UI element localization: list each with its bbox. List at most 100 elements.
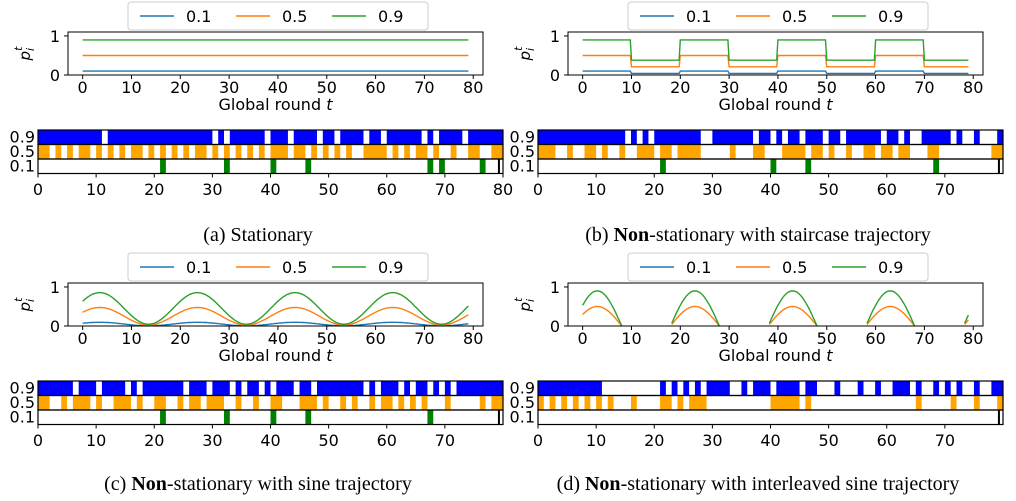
line-chart: 0 1 pit 0 10 20 30 40 50 60 70 80 Global round t	[512, 278, 984, 365]
activity-seg-0.9-10	[846, 130, 881, 145]
activity-row-label-0.1: 0.1	[510, 408, 535, 427]
activity-seg-0.9-9	[264, 381, 271, 396]
activity-seg-0.9-2	[642, 130, 649, 145]
activity-x-tick-label-60: 60	[377, 180, 397, 199]
activity-seg-0.5-2	[584, 144, 597, 159]
activity-seg-0.5-2	[67, 144, 73, 159]
activity-seg-0.9-12	[468, 130, 503, 145]
activity-seg-0.5-15	[235, 144, 242, 159]
activity-seg-0.9-17	[956, 381, 963, 396]
activity-seg-0.9-18	[973, 381, 980, 396]
x-tick-label-50: 50	[317, 329, 337, 348]
panel-d: 0.1 0.5 0.9 0 1 pit 0 10 20 30 40 50 60 70 80 Global ro…	[508, 251, 1008, 501]
x-tick-label-70: 70	[414, 78, 434, 97]
activity-seg-0.9-14	[956, 130, 963, 145]
activity-seg-0.9-6	[776, 130, 783, 145]
x-tick-label-20: 20	[170, 78, 190, 97]
y-tick-label-1: 1	[550, 27, 560, 46]
series-line-0.9	[582, 290, 970, 327]
activity-seg-0.5-18	[270, 144, 288, 159]
activity-seg-0.5-16	[351, 395, 358, 410]
activity-seg-0.9-3	[229, 130, 265, 145]
activity-seg-0.9-7	[235, 381, 242, 396]
activity-seg-0.9-8	[805, 130, 823, 145]
activity-seg-0.9-19	[991, 381, 1003, 396]
line-plot-frame	[567, 282, 984, 327]
legend-label-0.5: 0.5	[282, 7, 307, 26]
activity-seg-0.5-9	[206, 395, 224, 410]
x-tick-label-80: 80	[963, 78, 983, 97]
x-tick-label-70: 70	[914, 78, 934, 97]
activity-seg-0.5-4	[584, 395, 591, 410]
y-tick-label-0: 0	[50, 66, 60, 85]
activity-seg-0.5-19	[293, 144, 306, 159]
activity-seg-0.5-3	[78, 144, 91, 159]
activity-x-tick-label-70: 70	[935, 431, 955, 450]
activity-seg-0.5-9	[160, 144, 166, 159]
activity-seg-0.5-21	[421, 395, 428, 410]
x-tick-label-80: 80	[963, 329, 983, 348]
activity-seg-0.9-10	[276, 381, 294, 396]
activity-x-tick-label-10: 10	[586, 180, 606, 199]
activity-seg-0.5-6	[154, 395, 166, 410]
activity-seg-0.5-9	[753, 144, 765, 159]
x-axis-label: Global round t	[219, 346, 334, 365]
line-chart: 0 1 pit 0 10 20 30 40 50 60 70 80 Global round t	[12, 27, 484, 114]
activity-seg-0.9-15	[973, 130, 980, 145]
activity-seg-0.9-14	[380, 381, 399, 396]
activity-row-label-0.9: 0.9	[510, 128, 535, 147]
y-tick-label-1: 1	[50, 27, 60, 46]
activity-seg-0.5-4	[619, 144, 626, 159]
activity-x-tick-label-40: 40	[760, 431, 780, 450]
activity-seg-0.9-3	[683, 381, 690, 396]
activity-seg-0.5-5	[596, 395, 602, 410]
legend-label-0.1: 0.1	[186, 7, 211, 26]
x-tick-label-40: 40	[768, 78, 788, 97]
activity-seg-0.9-7	[340, 130, 364, 145]
activity-x-tick-label-70: 70	[935, 180, 955, 199]
legend: 0.1 0.5 0.9	[627, 1, 929, 31]
activity-seg-0.9-1	[78, 381, 97, 396]
activity-seg-0.9-7	[787, 130, 800, 145]
activity-row-label-0.5: 0.5	[10, 393, 35, 412]
activity-seg-0.5-7	[631, 395, 637, 410]
activity-seg-0.5-13	[212, 144, 219, 159]
activity-x-tick-label-10: 10	[586, 431, 606, 450]
activity-seg-0.5-18	[991, 144, 1003, 159]
activity-row-label-0.1: 0.1	[10, 157, 35, 176]
activity-x-tick-label-50: 50	[818, 180, 838, 199]
activity-seg-0.5-8	[729, 144, 736, 159]
activity-seg-0.5-17	[369, 395, 376, 410]
activity-seg-0.9-13	[892, 381, 910, 396]
x-tick-label-50: 50	[817, 329, 837, 348]
activity-seg-0.9-9	[828, 130, 841, 145]
activity-seg-0.1-4	[427, 410, 434, 425]
caption-b-text: -stationary with staircase trajectory	[649, 224, 931, 246]
activity-seg-0.1-2	[805, 159, 812, 174]
activity-seg-0.9-12	[317, 381, 364, 396]
activity-seg-0.1-3	[305, 159, 312, 174]
activity-seg-0.5-7	[131, 144, 143, 159]
activity-seg-0.5-12	[194, 144, 207, 159]
series-line-0.5	[582, 54, 969, 68]
activity-seg-0.5-1	[567, 144, 573, 159]
x-tick-label-30: 30	[719, 78, 739, 97]
line-plot-frame	[67, 282, 484, 327]
activity-seg-0.5-0	[538, 144, 556, 159]
activity-x-tick-label-0: 0	[533, 431, 543, 450]
activity-seg-0.5-23	[346, 144, 352, 159]
y-tick-label-1: 1	[550, 278, 560, 297]
activity-seg-0.5-17	[258, 144, 265, 159]
activity-seg-0.5-3	[601, 144, 608, 159]
activity-seg-0.1-1	[770, 159, 777, 174]
legend-label-0.1: 0.1	[686, 258, 711, 277]
series-line-0.1	[582, 70, 969, 75]
activity-row-label-0.9: 0.9	[10, 128, 35, 147]
activity-seg-0.5-23	[479, 395, 486, 410]
caption-b: (b) Non-stationary with staircase trajec…	[508, 224, 1008, 247]
activity-x-tick-label-40: 40	[260, 431, 280, 450]
panel-b: 0.1 0.5 0.9 0 1 pit 0 10 20 30 40 50 60 70 80 Global ro…	[508, 0, 1008, 250]
activity-seg-0.5-13	[299, 395, 317, 410]
x-tick-label-0: 0	[78, 78, 88, 97]
